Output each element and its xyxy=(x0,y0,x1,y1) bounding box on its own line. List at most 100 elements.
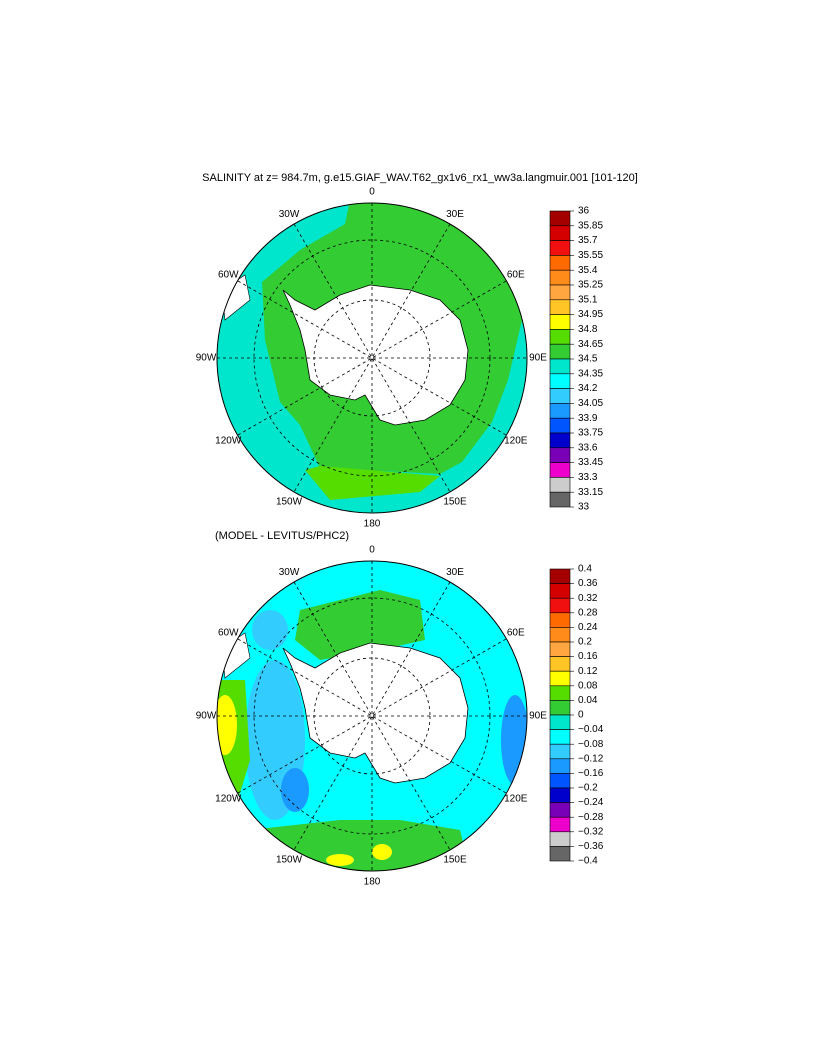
colorbar-label: 34.8 xyxy=(578,324,598,335)
figure-title: SALINITY at z= 984.7m, g.e15.GIAF_WAV.T6… xyxy=(202,172,638,184)
colorbar-label: 0 xyxy=(578,710,584,721)
colorbar-label: −0.32 xyxy=(578,826,604,837)
colorbar-label: 33.3 xyxy=(578,472,598,483)
colorbar-box xyxy=(549,597,571,614)
colorbar-label: 0.32 xyxy=(578,593,598,604)
colorbar-label: 36 xyxy=(578,206,590,217)
colorbar-box xyxy=(549,255,571,271)
lon-label: 150W xyxy=(276,854,303,865)
colorbar-box xyxy=(549,802,571,818)
colorbar-box xyxy=(549,846,571,862)
colorbar-box xyxy=(549,787,571,803)
colorbar-box xyxy=(549,314,571,330)
colorbar-label: 0.12 xyxy=(578,666,598,677)
colorbar-box xyxy=(549,641,571,657)
colorbar-box xyxy=(549,729,571,745)
colorbar-label: 0.28 xyxy=(578,607,598,618)
colorbar-box xyxy=(549,329,571,345)
colorbar-label: −0.12 xyxy=(578,753,604,764)
lon-label: 120W xyxy=(215,794,242,805)
colorbar-label: 35.85 xyxy=(578,220,603,231)
colorbar-label: −0.28 xyxy=(578,812,604,823)
colorbar-label: 33 xyxy=(578,502,590,513)
colorbar-box xyxy=(549,403,571,419)
lon-label: 30W xyxy=(279,209,300,220)
lon-label: 0 xyxy=(369,545,375,556)
lon-label: 30W xyxy=(279,567,300,578)
lon-label: 180 xyxy=(364,877,381,888)
lon-label: 180 xyxy=(364,519,381,530)
colorbar-box xyxy=(549,627,571,643)
lon-label: 30E xyxy=(446,567,464,578)
lon-label: 150E xyxy=(443,496,467,507)
lon-label: 60E xyxy=(507,628,525,639)
colorbar-box xyxy=(549,714,571,730)
colorbar-box xyxy=(549,491,571,508)
colorbar-box xyxy=(549,656,571,672)
colorbar-box xyxy=(549,477,571,493)
lon-label: 150E xyxy=(443,854,467,865)
colorbar-label: −0.08 xyxy=(578,739,604,750)
colorbar-label: 0.16 xyxy=(578,651,598,662)
colorbar-box xyxy=(549,447,571,463)
colorbar-box xyxy=(549,462,571,478)
colorbar-label: 33.9 xyxy=(578,413,598,424)
colorbar-label: 35.7 xyxy=(578,235,598,246)
colorbar-label: 0.36 xyxy=(578,578,598,589)
colorbar-label: 0.08 xyxy=(578,680,598,691)
lon-label: 90W xyxy=(196,353,217,364)
colorbar-box xyxy=(549,758,571,774)
lon-label: 0 xyxy=(369,187,375,198)
colorbar-box xyxy=(549,269,571,286)
colorbar-label: −0.4 xyxy=(578,856,598,867)
panel-label: (MODEL - LEVITUS/PHC2) xyxy=(215,530,349,542)
graticule xyxy=(216,560,528,872)
colorbar-box xyxy=(549,225,571,241)
lon-label: 60W xyxy=(218,628,239,639)
colorbar-box xyxy=(549,388,571,404)
colorbar-label: 34.35 xyxy=(578,368,603,379)
colorbar-label: 33.6 xyxy=(578,442,598,453)
colorbar-box xyxy=(549,816,571,833)
lon-label: 60W xyxy=(218,270,239,281)
lon-label: 60E xyxy=(507,270,525,281)
colorbar-label: −0.04 xyxy=(578,724,604,735)
colorbar-label: 0.04 xyxy=(578,695,598,706)
lon-label: 90E xyxy=(529,711,547,722)
lon-label: 120W xyxy=(215,436,242,447)
colorbar-label: 33.75 xyxy=(578,428,603,439)
graticule xyxy=(216,202,528,514)
lon-label: 150W xyxy=(276,496,303,507)
colorbar-box xyxy=(549,210,571,227)
colorbar-label: −0.16 xyxy=(578,768,604,779)
colorbar-label: 0.24 xyxy=(578,622,598,633)
colorbar-box xyxy=(549,373,571,389)
colorbar-box xyxy=(549,432,571,449)
colorbar-box xyxy=(549,670,571,687)
colorbar-box xyxy=(549,773,571,789)
colorbar-box xyxy=(549,700,571,716)
colorbar-label: 34.95 xyxy=(578,309,603,320)
colorbar-box xyxy=(549,240,571,256)
colorbar-box xyxy=(549,568,571,584)
colorbar-label: 34.5 xyxy=(578,354,598,365)
colorbar-label: 35.1 xyxy=(578,294,598,305)
colorbar-label: 34.2 xyxy=(578,383,598,394)
lon-label: 90W xyxy=(196,711,217,722)
colorbar-label: 33.15 xyxy=(578,487,603,498)
colorbar-label: 35.55 xyxy=(578,250,603,261)
colorbar-box xyxy=(549,299,571,315)
colorbar-label: 35.25 xyxy=(578,280,603,291)
colorbar-label: 0.4 xyxy=(578,564,592,575)
colorbar-box xyxy=(549,685,571,701)
colorbar-label: 35.4 xyxy=(578,265,598,276)
colorbar-box xyxy=(549,417,571,434)
colorbar-box xyxy=(549,612,571,628)
colorbar-label: 34.05 xyxy=(578,398,603,409)
colorbar-box xyxy=(549,583,571,599)
lon-label: 120E xyxy=(504,794,528,805)
colorbar-label: −0.36 xyxy=(578,841,604,852)
lon-label: 90E xyxy=(529,353,547,364)
colorbar-box xyxy=(549,831,571,847)
